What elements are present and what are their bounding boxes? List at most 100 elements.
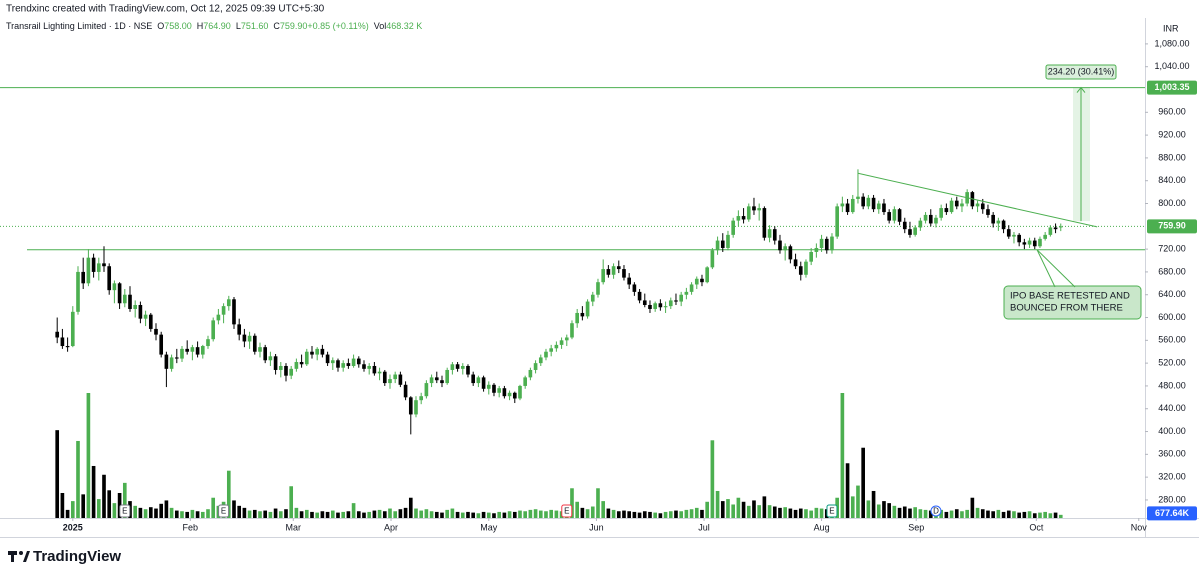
volume-bar [523,511,528,518]
candle-body [575,312,579,324]
volume-bar [325,511,330,518]
candle-body [1001,220,1006,230]
candle-body [814,247,819,252]
candle-body [772,229,777,241]
candle-body [60,337,65,347]
candle-body [1006,229,1011,237]
candle-body [252,335,257,352]
candle-body [731,220,735,235]
y-tick-label: 960.00 [1158,107,1186,117]
candle-body [102,263,106,267]
candle-body [341,363,346,368]
volume-bar [138,507,143,518]
candle-body [653,303,657,309]
volume-bar [892,505,897,518]
candle-body [393,374,398,380]
volume-bar [648,511,652,518]
candle-body [736,216,741,221]
candle-body [830,236,834,251]
legend-value: 759.90 [280,21,308,31]
volume-bar [798,508,803,518]
volume-bar [752,500,756,518]
candle-body [372,365,377,374]
volume-bar [143,509,148,518]
volume-bar [580,507,585,518]
volume-bar [845,463,850,518]
y-tick-label: 640.00 [1158,289,1186,299]
volume-bar [388,508,392,518]
volume-bar [674,510,678,518]
volume-bar [1012,511,1016,518]
volume-bar [689,509,694,518]
volume-bar [970,497,975,518]
volume-bar [434,511,439,518]
candle-body [414,400,418,415]
volume-bar [549,509,554,518]
candle-body [882,203,886,213]
candle-body [902,221,907,230]
volume-bar [866,500,871,518]
currency: INR [1163,23,1179,33]
volume-bar [736,497,741,518]
candle-body [720,240,725,248]
x-tick-label: 2025 [63,522,83,532]
candle-body [726,234,730,248]
candle-body [86,257,91,284]
candle-body [289,368,294,376]
volume-bar [507,511,512,518]
volume-bar [908,508,912,518]
volume-bar [486,512,491,518]
volume-bar [668,511,673,518]
volume-bar [793,509,798,518]
x-tick-label: Jul [698,522,710,532]
volume-bar [492,513,496,518]
volume-bar [746,505,751,518]
candle-body [429,377,434,384]
candle-body [221,306,226,315]
volume-bar [367,511,372,518]
volume-bar [783,507,787,518]
candle-body [174,357,179,359]
volume-bar [710,440,715,518]
volume-bar [632,511,637,518]
candle-body [840,203,845,207]
callout-text: IPO BASE RETESTED AND [1010,291,1130,302]
legend-key: L [236,21,241,31]
candle-body [788,246,793,260]
volume-bar [856,485,860,518]
y-tick-label: 720.00 [1158,243,1186,253]
candle-body [330,360,335,364]
volume-bar [897,507,902,518]
candle-body [887,212,891,221]
volume-bar [476,513,481,518]
candle-body [835,206,839,237]
candle-body [596,282,600,295]
volume-bar [117,493,122,518]
volume-bar [975,507,980,518]
volume-bar [611,509,616,518]
volume-bar [190,509,195,518]
candle-body [128,294,132,309]
event-icon [826,504,838,518]
candle-body [996,220,1001,224]
volume-bar [424,509,429,518]
candle-body [70,311,75,347]
volume-bar [408,497,413,518]
candle-body [247,335,252,342]
volume-bar [445,509,450,518]
candle-body [76,271,80,312]
candle-body [154,328,158,335]
volume-bar [1053,512,1058,518]
candle-body [642,300,647,305]
candle-body [809,251,813,262]
candle-body [518,385,522,399]
candle-body [1017,234,1021,243]
candle-body [559,340,564,345]
volume-bar [757,505,761,518]
logo-icon [11,551,14,562]
candle-body [492,384,496,393]
candle-body [460,365,465,369]
volume-bar [637,512,642,518]
event-label: E [829,507,834,516]
